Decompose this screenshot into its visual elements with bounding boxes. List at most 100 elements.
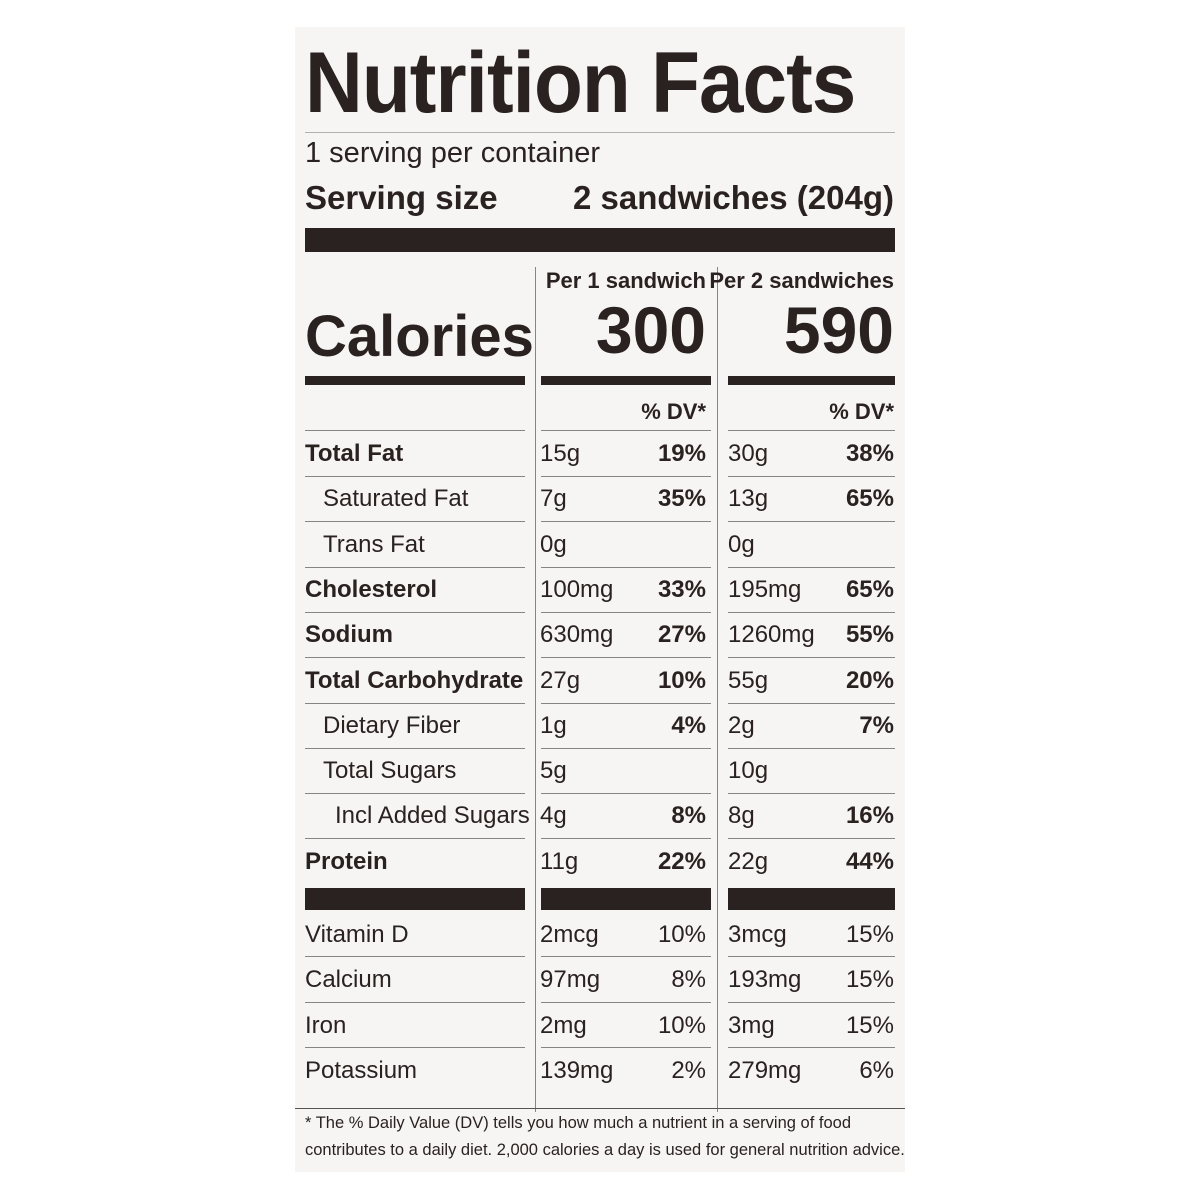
amount-per-1: 0g <box>540 530 567 558</box>
row-divider-2 <box>541 703 711 704</box>
amount-per-2: 55g <box>728 666 769 694</box>
amount-per-2: 0g <box>728 530 755 558</box>
amount-per-1: 630mg <box>540 621 614 649</box>
row-divider-1 <box>305 657 525 658</box>
amount-per-2: 30g <box>728 440 769 467</box>
amount-per-2: 13g <box>728 485 769 513</box>
thick-divider-top <box>305 228 895 252</box>
row-divider-2 <box>541 567 711 568</box>
dv-per-1: 35% <box>657 485 706 513</box>
dv-per-1: 22% <box>657 847 706 875</box>
amount-per-1: 11g <box>540 847 579 875</box>
column-header-2: Per 2 sandwiches <box>709 268 894 293</box>
nutrient-name: Total Carbohydrate <box>305 666 524 694</box>
row-divider-2 <box>541 612 711 613</box>
row-divider-1 <box>305 748 525 749</box>
vitamin-divider-2 <box>541 1002 711 1003</box>
nutrient-name: Vitamin D <box>305 921 409 948</box>
thick-divider-vitamins-3 <box>728 888 895 910</box>
dv-per-2: 65% <box>845 485 894 513</box>
dv-per-2: 65% <box>845 575 894 603</box>
label-title: Nutrition Facts <box>305 35 856 131</box>
row-divider-3 <box>728 748 895 749</box>
vitamin-divider-1 <box>305 1047 525 1048</box>
dv-per-1: 10% <box>657 1011 706 1039</box>
row-divider-2 <box>541 657 711 658</box>
amount-per-1: 7g <box>540 485 567 513</box>
amount-per-2: 8g <box>728 802 755 830</box>
vitamin-row: Calcium 97mg 8% 193mg 15% <box>295 957 905 1002</box>
row-divider-1 <box>305 476 525 477</box>
dv-header-1: % DV* <box>641 399 706 424</box>
amount-per-1: 5g <box>540 757 567 785</box>
calories-bar-2 <box>541 376 711 385</box>
nutrient-row: Dietary Fiber 1g 4% 2g 7% <box>295 703 905 748</box>
row-divider-2 <box>541 838 711 839</box>
row-divider-3 <box>728 567 895 568</box>
row-divider-1 <box>305 612 525 613</box>
row-divider-3 <box>728 612 895 613</box>
dv-per-1: 10% <box>657 666 706 694</box>
dv-per-1: 8% <box>671 966 706 994</box>
nutrient-name: Iron <box>305 1011 347 1039</box>
dv-per-2: 6% <box>859 1056 894 1084</box>
vitamin-divider-2 <box>541 1047 711 1048</box>
nutrient-name: Cholesterol <box>305 575 438 603</box>
nutrient-row: Trans Fat 0g 0g <box>295 522 905 567</box>
dv-per-1: 8% <box>671 802 706 830</box>
dv-per-2: 38% <box>845 440 894 467</box>
serving-size-value: 2 sandwiches (204g) <box>573 179 894 216</box>
thick-divider-vitamins-1 <box>305 888 525 910</box>
amount-per-1: 15g <box>540 440 581 467</box>
nutrient-name: Sodium <box>305 621 393 649</box>
dv-per-2: 15% <box>845 921 894 948</box>
calories-bar-3 <box>728 376 895 385</box>
vitamin-divider-3 <box>728 956 895 957</box>
nutrient-row: Total Fat 15g 19% 30g 38% <box>295 431 905 476</box>
nutrient-row: Sodium 630mg 27% 1260mg 55% <box>295 612 905 657</box>
dv-per-2: 20% <box>845 666 894 694</box>
dv-per-1: 10% <box>657 921 706 948</box>
amount-per-1: 2mg <box>540 1011 587 1039</box>
dv-per-1: 33% <box>657 575 706 603</box>
row-divider-top-1 <box>305 430 525 431</box>
nutrient-row: Cholesterol 100mg 33% 195mg 65% <box>295 567 905 612</box>
nutrient-row: Saturated Fat 7g 35% 13g 65% <box>295 476 905 521</box>
row-divider-3 <box>728 838 895 839</box>
row-divider-3 <box>728 657 895 658</box>
amount-per-2: 3mcg <box>728 921 787 948</box>
calories-bar-1 <box>305 376 525 385</box>
row-divider-1 <box>305 838 525 839</box>
dv-per-1: 19% <box>657 440 706 467</box>
footnote-divider <box>295 1108 905 1109</box>
nutrient-row: Incl Added Sugars 4g 8% 8g 16% <box>295 793 905 838</box>
calories-value-1: 300 <box>595 293 706 367</box>
row-divider-2 <box>541 521 711 522</box>
vitamin-divider-1 <box>305 956 525 957</box>
vitamin-row: Potassium 139mg 2% 279mg 6% <box>295 1048 905 1093</box>
row-divider-1 <box>305 567 525 568</box>
row-divider-2 <box>541 793 711 794</box>
dv-header-2: % DV* <box>829 399 894 424</box>
nutrient-name: Incl Added Sugars <box>335 802 530 830</box>
row-divider-top-2 <box>541 430 711 431</box>
nutrient-row: Total Sugars 5g 10g <box>295 748 905 793</box>
amount-per-1: 97mg <box>540 966 601 994</box>
footnote: * The % Daily Value (DV) tells you how m… <box>305 1114 905 1159</box>
nutrient-name: Saturated Fat <box>323 485 469 513</box>
dv-per-2: 44% <box>845 847 894 875</box>
nutrient-row: Protein 11g 22% 22g 44% <box>295 839 905 884</box>
dv-per-2: 55% <box>845 621 894 649</box>
dv-per-2: 15% <box>845 966 894 994</box>
amount-per-1: 27g <box>540 666 581 694</box>
nutrient-name: Dietary Fiber <box>323 711 461 739</box>
dv-per-1: 4% <box>671 711 706 739</box>
calories-value-2: 590 <box>783 293 894 367</box>
amount-per-2: 10g <box>728 757 769 785</box>
dv-per-1: 2% <box>671 1056 706 1084</box>
row-divider-3 <box>728 793 895 794</box>
amount-per-1: 100mg <box>540 575 614 603</box>
serving-size-label: Serving size <box>305 179 498 216</box>
amount-per-2: 3mg <box>728 1011 775 1039</box>
amount-per-1: 139mg <box>540 1056 614 1084</box>
